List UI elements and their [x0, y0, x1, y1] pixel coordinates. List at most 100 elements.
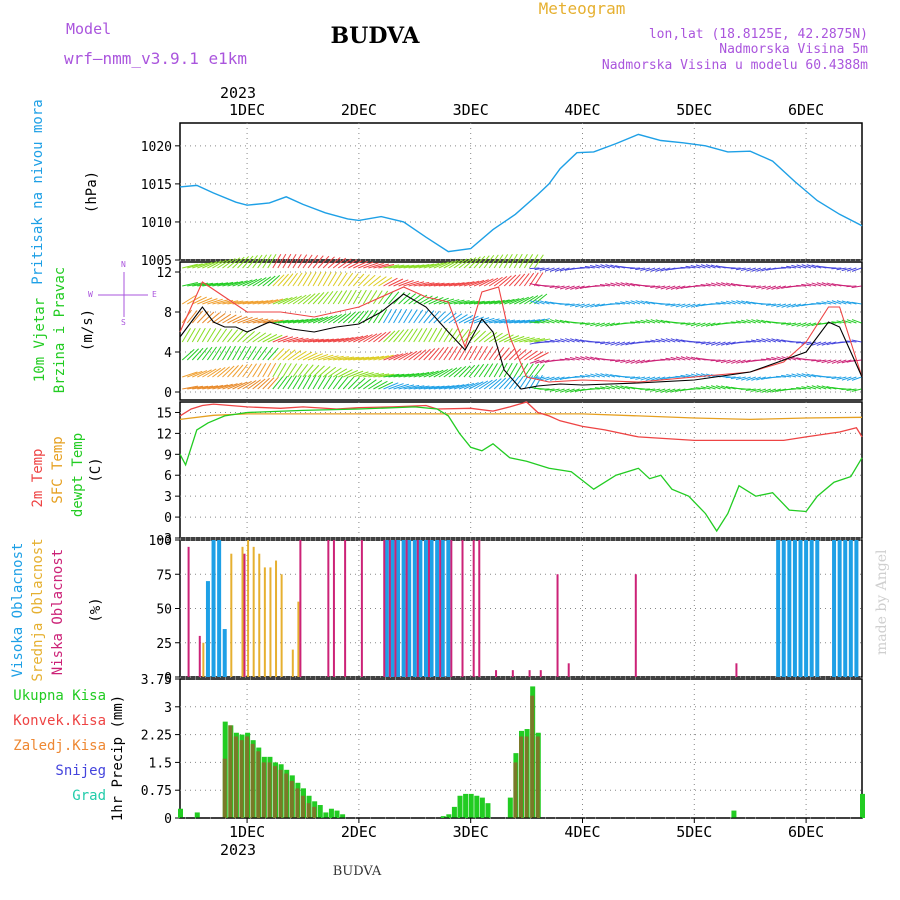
wind-arrow — [242, 317, 258, 324]
wind-arrow — [765, 357, 777, 361]
wind-arrow — [302, 352, 318, 361]
wind-arrow — [282, 349, 296, 361]
cloud-bar-low — [344, 540, 347, 677]
precip-bar-total — [440, 816, 446, 818]
wind-arrow — [761, 338, 772, 343]
precip-bar-convective — [530, 695, 535, 818]
wind-arrow — [227, 300, 244, 305]
wind-arrow — [821, 341, 832, 346]
day-label-bottom: 3DEC — [453, 823, 489, 841]
wind-arrow — [534, 293, 548, 305]
wind-arrow — [811, 341, 822, 346]
wind-arrow — [353, 371, 369, 378]
wind-arrow — [413, 263, 430, 269]
cloud-bar-low — [327, 540, 330, 677]
wind-arrow — [337, 376, 349, 390]
wind-arrow — [433, 297, 449, 305]
wind-arrow — [292, 363, 303, 378]
wind-arrow — [453, 281, 470, 287]
wind-arrow — [403, 384, 420, 390]
wind-arrow — [529, 300, 540, 305]
wind-arrow — [821, 385, 832, 390]
wind-arrow — [373, 276, 387, 287]
y-tick-label: 15 — [156, 406, 172, 421]
wind-arrow — [433, 347, 445, 361]
wind-arrow — [831, 376, 842, 380]
wind-arrow — [756, 285, 766, 289]
wind-arrow — [670, 303, 681, 307]
cloud-bar-low — [416, 540, 419, 677]
y-tick-label: 0 — [164, 386, 172, 401]
precip-bar-convective — [295, 788, 300, 818]
wind-arrow — [196, 347, 208, 361]
wind-arrow — [373, 331, 387, 343]
wind-arrow — [700, 341, 711, 345]
precip-bar-convective — [306, 803, 311, 818]
wind-arrow — [549, 285, 560, 288]
wind-arrow — [237, 364, 248, 378]
wind-arrow — [257, 363, 267, 378]
wind-arrow — [237, 330, 250, 343]
wind-arrow — [841, 376, 852, 381]
wind-arrow — [433, 368, 449, 378]
wind-arrow — [438, 385, 455, 390]
wind-arrow — [352, 310, 365, 324]
wind-arrow — [509, 319, 526, 324]
wind-arrow — [398, 373, 415, 378]
wind-arrow — [337, 369, 353, 378]
wind-arrow — [660, 285, 671, 290]
wind-arrow — [836, 359, 847, 364]
wind-arrow — [443, 346, 454, 361]
wind-arrow — [575, 356, 585, 361]
wind-arrow — [801, 322, 812, 327]
wind-arrow — [518, 273, 530, 287]
wind-arrow — [347, 289, 357, 305]
wind-arrow — [423, 348, 436, 361]
cloud-bar-low — [388, 540, 391, 677]
wind-arrow — [503, 274, 517, 287]
wind-arrow — [297, 254, 308, 269]
wind-arrow — [232, 329, 244, 343]
wind-arrow — [705, 385, 716, 390]
wind-arrow — [483, 318, 500, 324]
wind-arrow — [690, 356, 701, 361]
wind-arrow — [403, 293, 417, 305]
wind-arrow — [580, 356, 590, 361]
wind-arrow — [806, 385, 817, 390]
wind-arrow — [423, 385, 440, 390]
wind-arrow — [262, 254, 272, 269]
wind-arrow — [242, 278, 258, 287]
wind-arrow — [378, 290, 389, 305]
wind-arrow — [655, 267, 666, 272]
wind-arrow — [635, 300, 646, 305]
wind-arrow — [187, 263, 203, 269]
cloud-bar-high — [390, 540, 395, 677]
wind-arrow — [337, 272, 348, 287]
wind-arrow — [570, 388, 580, 393]
wind-arrow — [423, 282, 440, 287]
wind-arrow — [398, 384, 415, 390]
wind-direction-legend: W E N S — [88, 260, 157, 327]
wind-arrow — [574, 375, 585, 378]
legend-freezing-rain: Zaledj.Kisa — [13, 738, 106, 754]
wind-arrow — [403, 309, 413, 324]
wind-arrow — [791, 322, 802, 327]
wind-arrow — [544, 376, 555, 381]
pressure-side-label: Pritisak na nivou mora — [30, 99, 46, 284]
cloud-bar-high — [781, 540, 786, 677]
wind-arrow — [519, 337, 535, 343]
cloud-bar-mid — [263, 567, 266, 677]
wind-arrow — [508, 376, 520, 390]
wind-arrow — [217, 383, 233, 390]
cloud-bar-low — [735, 663, 738, 677]
wind-arrow — [670, 338, 681, 343]
wind-arrow — [438, 311, 452, 324]
wind-arrow — [524, 319, 541, 324]
wind-arrow — [705, 341, 716, 346]
wind-arrow — [756, 267, 767, 272]
precip-bar-convective — [245, 736, 250, 818]
wind-arrow — [232, 280, 248, 287]
wind-arrow — [287, 350, 302, 361]
wind-arrow — [192, 262, 208, 269]
